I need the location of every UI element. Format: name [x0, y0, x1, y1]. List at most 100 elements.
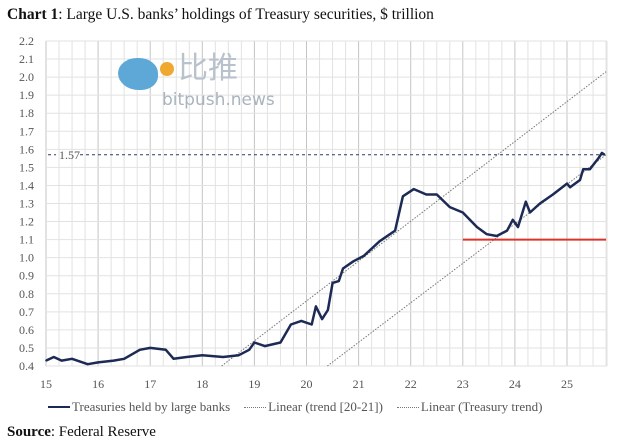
data-point — [425, 193, 428, 196]
data-point — [597, 157, 600, 160]
legend-label: Treasuries held by large banks — [72, 399, 231, 414]
data-point — [71, 357, 73, 360]
data-point — [97, 361, 99, 364]
x-tick-label: 21 — [353, 377, 365, 391]
data-point — [172, 357, 175, 360]
watermark-cn: 比推 — [178, 51, 238, 86]
data-point — [264, 345, 266, 347]
data-point — [290, 323, 292, 326]
data-point — [321, 318, 323, 320]
reference-label: 1.57 — [59, 148, 80, 162]
legend-item-trend-20-21: Linear (trend [20-21]) — [244, 399, 383, 415]
data-point — [603, 153, 606, 156]
data-point — [86, 363, 89, 365]
data-point — [310, 323, 313, 326]
y-tick-label: 1.4 — [19, 178, 34, 192]
data-point — [123, 357, 125, 360]
data-point — [331, 282, 334, 284]
source-label: Source — [7, 424, 51, 440]
data-point — [462, 211, 464, 214]
data-point — [201, 354, 204, 356]
data-point — [112, 359, 115, 362]
bitpush-watermark: 比推 bitpush.news — [110, 51, 275, 112]
trend-line — [221, 71, 607, 367]
legend-swatch-dotted — [396, 406, 419, 408]
x-tick-label: 19 — [248, 377, 260, 391]
y-tick-label: 0.5 — [19, 341, 34, 355]
x-tick-label: 25 — [561, 377, 573, 391]
data-point — [315, 305, 317, 308]
data-point — [512, 218, 514, 221]
x-tick-label: 17 — [144, 377, 156, 391]
watermark-en: bitpush.news — [162, 90, 275, 110]
data-point — [165, 348, 167, 351]
treasuries-series-line — [45, 151, 606, 366]
coin-icon — [160, 62, 174, 76]
data-point — [342, 267, 344, 270]
data-point — [60, 359, 63, 362]
y-tick-label: 1.1 — [19, 233, 34, 247]
data-point — [569, 186, 571, 189]
line-chart: 0.4 0.5 0.6 0.7 0.8 0.9 1.0 1.1 1.2 1.3 1.4 1.5 1.6 1… — [19, 34, 608, 391]
data-point — [589, 168, 591, 170]
legend-item-treasuries: Treasuries held by large banks — [48, 399, 230, 415]
data-point — [506, 229, 508, 232]
y-tick-label: 1.8 — [19, 106, 34, 120]
data-point — [279, 341, 282, 344]
y-tick-label: 1.2 — [19, 215, 34, 229]
data-point — [222, 356, 224, 358]
legend-label: Linear (trend [20-21]) — [268, 399, 383, 414]
data-point — [525, 200, 527, 203]
x-tick-label: 15 — [40, 377, 52, 391]
y-tick-label: 0.6 — [19, 323, 34, 337]
x-tick-label: 18 — [196, 377, 208, 391]
y-tick-label: 2.0 — [19, 70, 34, 84]
data-point — [539, 202, 541, 205]
chart-title: Chart 1: Large U.S. banks’ holdings of T… — [7, 6, 434, 24]
y-tick-label: 2.2 — [19, 34, 34, 48]
data-point — [378, 240, 381, 243]
data-point — [248, 348, 250, 351]
legend-swatch-dotted — [244, 406, 267, 408]
y-tick-label: 1.5 — [19, 160, 34, 174]
data-point — [448, 206, 451, 208]
data-point — [300, 320, 303, 322]
data-point — [53, 356, 55, 358]
data-point — [566, 182, 568, 185]
chart-title-text: : Large U.S. banks’ holdings of Treasury… — [58, 6, 434, 23]
data-point — [529, 211, 531, 214]
data-point — [413, 188, 415, 190]
data-point — [352, 260, 355, 263]
x-tick-label: 23 — [457, 377, 469, 391]
data-point — [495, 235, 498, 237]
data-point — [552, 193, 554, 196]
y-tick-label: 1.3 — [19, 197, 34, 211]
data-point — [253, 341, 256, 344]
data-point — [338, 280, 340, 282]
data-point — [517, 226, 519, 228]
data-point — [582, 168, 584, 170]
data-point — [485, 233, 488, 235]
data-point — [435, 193, 438, 196]
data-point — [476, 226, 478, 228]
y-tick-label: 1.0 — [19, 251, 34, 265]
data-point — [601, 152, 603, 154]
data-point — [327, 309, 329, 311]
source-note: Source: Federal Reserve — [7, 424, 156, 441]
data-point — [138, 348, 141, 351]
y-tick-label: 0.4 — [19, 359, 34, 373]
source-text: : Federal Reserve — [50, 424, 156, 440]
x-tick-label: 20 — [301, 377, 313, 391]
legend-label: Linear (Treasury trend) — [420, 399, 543, 414]
data-point — [402, 195, 404, 198]
y-tick-label: 2.1 — [19, 52, 34, 66]
bird-logo-icon — [118, 58, 158, 90]
y-tick-label: 1.6 — [19, 142, 34, 156]
legend: Treasuries held by large banks Linear (t… — [48, 399, 556, 415]
x-tick-label: 16 — [92, 377, 104, 391]
data-point — [185, 356, 188, 358]
y-tick-label: 1.7 — [19, 124, 34, 138]
y-tick-label: 1.9 — [19, 88, 34, 102]
chart-title-number: Chart 1 — [7, 6, 59, 23]
